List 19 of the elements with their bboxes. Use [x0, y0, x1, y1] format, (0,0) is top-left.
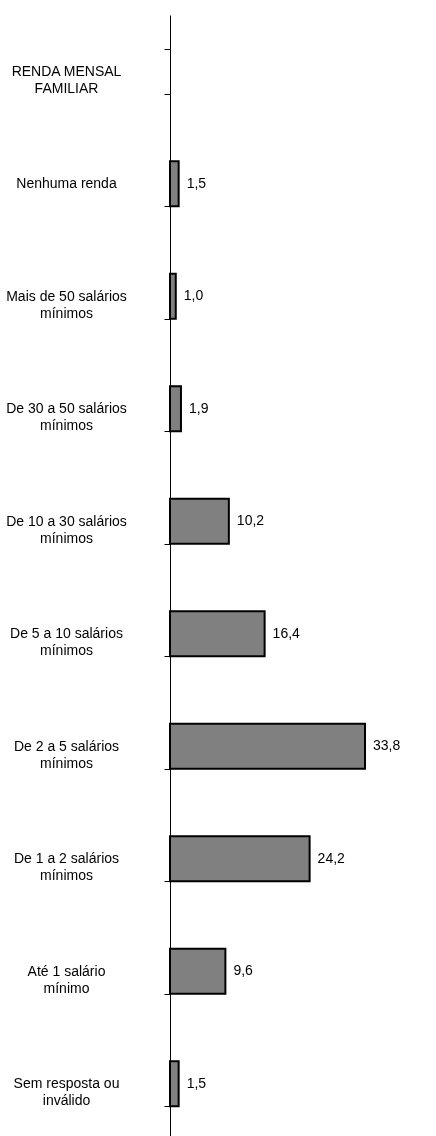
data-label: 10,2: [236, 512, 265, 529]
data-label: 1,9: [188, 399, 209, 416]
y-tick-label: De 5 a 10 salários mínimos: [10, 625, 123, 659]
y-tick-label: Até 1 salário mínimo: [27, 962, 106, 996]
data-label: 33,8: [373, 737, 401, 754]
data-label: 1,0: [183, 287, 204, 304]
y-tick-label: De 10 a 30 salários mínimos: [6, 512, 127, 546]
y-tick-label: Nenhuma renda: [16, 175, 117, 192]
y-tick-label: De 30 a 50 salários mínimos: [6, 400, 127, 434]
data-label: 1,5: [186, 1074, 207, 1091]
y-tick-label: De 2 a 5 salários mínimos: [13, 737, 120, 771]
y-tick-label: De 1 a 2 salários mínimos: [13, 850, 120, 884]
y-tick-label: Sem resposta ou inválido: [13, 1075, 120, 1109]
y-tick-label: Mais de 50 salários mínimos: [6, 287, 127, 321]
data-label: 1,5: [186, 174, 207, 191]
data-label: 16,4: [272, 624, 301, 641]
data-label: 24,2: [317, 849, 346, 866]
data-label: 9,6: [233, 962, 254, 979]
y-tick-label: RENDA MENSAL FAMILIAR: [11, 62, 122, 96]
